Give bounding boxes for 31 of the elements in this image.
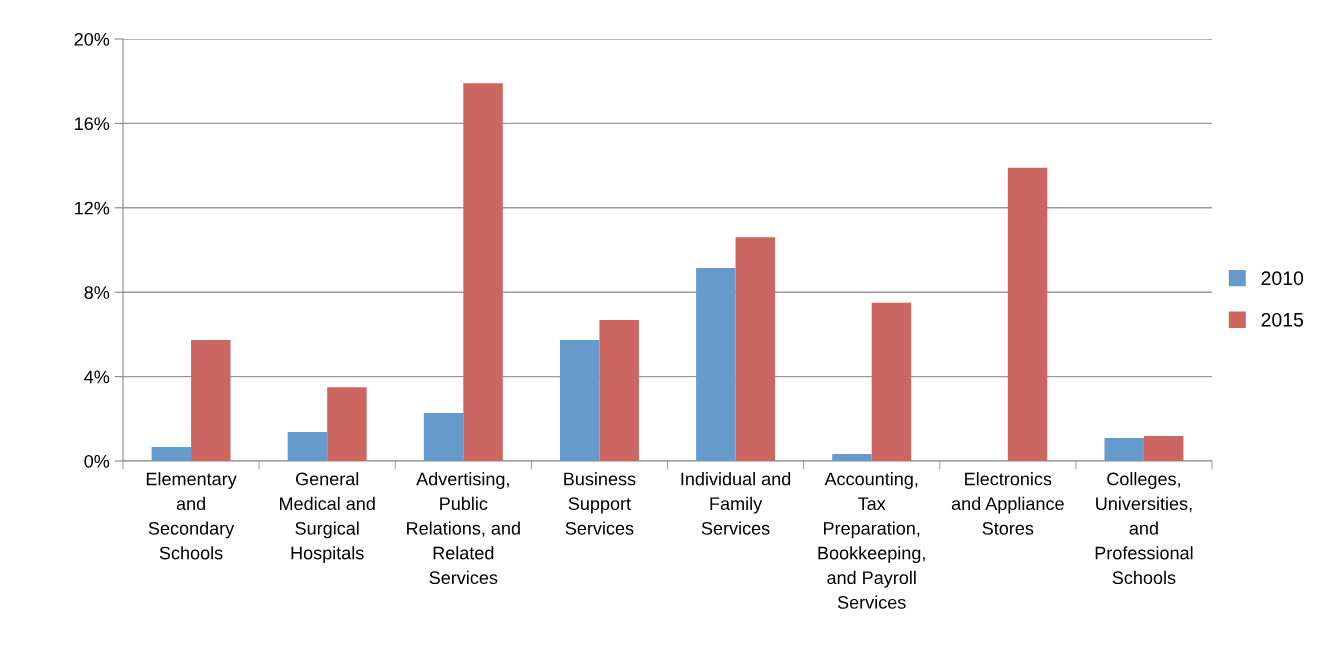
legend-label: 2010 — [1261, 271, 1304, 286]
bar — [871, 302, 912, 461]
x-tick-label: Colleges, Universities, and Professional Schools — [1095, 472, 1193, 585]
y-tick-label: 0% — [84, 454, 110, 468]
bar — [287, 432, 328, 461]
x-tick-label: Advertising, Public Relations, and Related Services — [407, 472, 520, 585]
bar — [191, 340, 231, 461]
x-tick-label: Business Support Services — [564, 472, 636, 535]
bar — [151, 447, 192, 461]
x-tick-label: General Medical and Surgical Hospitals — [279, 472, 375, 563]
bar — [559, 340, 600, 461]
bar — [599, 320, 639, 461]
legend-label: 2015 — [1261, 312, 1304, 327]
bar — [423, 413, 464, 461]
x-tick-label: Accounting, Tax Preparation, Bookkeeping, and Payroll Services — [818, 472, 925, 609]
bar — [696, 267, 736, 461]
y-tick-label: 20% — [74, 32, 110, 46]
y-tick-label: 12% — [75, 201, 110, 215]
y-tick-label: 16% — [75, 117, 110, 131]
bar — [1104, 438, 1144, 461]
x-tick-label: Elementary and Secondary Schools — [146, 472, 237, 560]
bar — [1143, 436, 1184, 461]
bar — [832, 454, 872, 461]
y-tick-label: 4% — [84, 370, 110, 384]
bar — [735, 237, 776, 461]
bar — [327, 387, 367, 461]
x-tick-label: Electronics and Appliance Stores — [951, 472, 1064, 535]
bar — [463, 83, 503, 461]
y-tick-label: 8% — [84, 286, 110, 299]
bar — [1007, 167, 1048, 461]
x-tick-label: Individual and Family Services — [681, 472, 791, 535]
